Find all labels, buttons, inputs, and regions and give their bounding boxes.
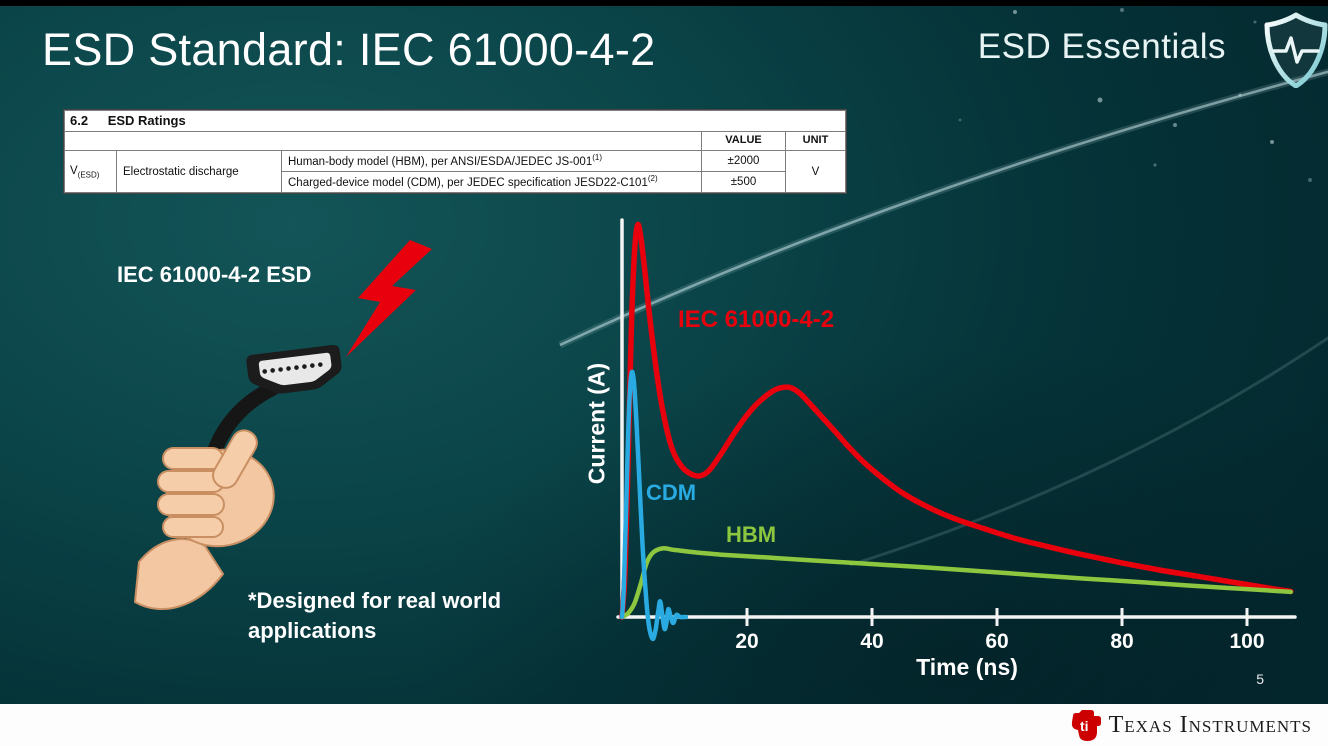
hbm-description: Human-body model (HBM), per ANSI/ESDA/JE… (288, 155, 593, 168)
designed-note: *Designed for real world applications (248, 588, 502, 643)
ti-logo: ti Texas Instruments (1071, 709, 1312, 741)
fingers (157, 447, 225, 538)
hbm-description-cell: Human-body model (HBM), per ANSI/ESDA/JE… (281, 149, 702, 173)
unit-cell: V (785, 149, 846, 194)
cdm-description: Charged-device model (CDM), per JEDEC sp… (288, 177, 648, 190)
footnote-1: (1) (592, 153, 602, 162)
footnote-2: (2) (647, 174, 658, 184)
value-column-header: VALUE (701, 131, 786, 151)
table-row: Charged-device model (CDM), per JEDEC sp… (65, 171, 846, 194)
svg-text:ti: ti (1080, 718, 1089, 734)
symbol-cell: V(ESD) (64, 149, 117, 194)
series-brand: ESD Essentials (977, 27, 1226, 66)
series-CDM (619, 369, 689, 642)
esd-waveform-chart: 20 40 60 80 100 Current (A) Time (ns) IEC 61… (560, 210, 1328, 690)
heartbeat-line-icon (1272, 36, 1320, 64)
unit-column-header: UNIT (785, 131, 846, 151)
x-axis-label: Time (ns) (916, 654, 1018, 680)
x-tick-label: 100 (1229, 630, 1264, 653)
symbol-main: V (70, 164, 78, 177)
series-IEC 61000-4-2 (619, 221, 1294, 620)
footer-bar: ti Texas Instruments (0, 704, 1328, 746)
series-label-iec: IEC 61000-4-2 (678, 306, 835, 333)
cdm-value-cell: ±500 (701, 171, 786, 194)
hbm-value-cell: ±2000 (701, 149, 786, 173)
lightning-bolt-icon (346, 240, 432, 357)
parameter-cell: Electrostatic discharge (116, 149, 282, 194)
esd-ratings-table: 6.2 ESD Ratings VALUE UNIT V(ESD) Electr… (63, 108, 847, 195)
table-row: V(ESD) Electrostatic discharge Human-bod… (64, 149, 846, 194)
table-section-cell: 6.2 ESD Ratings (64, 109, 846, 133)
thumb (212, 429, 258, 489)
x-tick-label: 60 (985, 630, 1008, 653)
page-number: 5 (1256, 671, 1264, 687)
ti-wordmark: Texas Instruments (1108, 711, 1312, 738)
chart-canvas: 20 40 60 80 100 (616, 218, 1297, 653)
series-label-cdm: CDM (646, 480, 697, 505)
table-header-row: VALUE UNIT (64, 131, 846, 151)
y-axis-label: Current (A) (583, 362, 610, 485)
hdmi-connector (246, 344, 342, 394)
esd-shield-logo-icon (1264, 12, 1328, 88)
empty-header-cell (64, 131, 702, 151)
table-section-row: 6.2 ESD Ratings (64, 109, 846, 133)
ti-bug-icon: ti (1071, 710, 1101, 741)
section-number: 6.2 (70, 113, 89, 128)
series-HBM (619, 546, 1294, 620)
x-tick-label: 40 (860, 630, 883, 653)
page-title: ESD Standard: IEC 61000-4-2 (42, 24, 656, 75)
series-label-hbm: HBM (726, 522, 777, 547)
connector-pins (262, 362, 323, 374)
wrist (133, 538, 225, 611)
x-tick-label: 80 (1110, 630, 1133, 653)
section-title: ESD Ratings (107, 113, 186, 128)
x-tick-label: 20 (735, 630, 758, 653)
top-border (0, 0, 1328, 6)
iec-esd-caption: IEC 61000-4-2 ESD (117, 262, 312, 287)
symbol-subscript: (ESD) (77, 169, 100, 179)
cdm-description-cell: Charged-device model (CDM), per JEDEC sp… (281, 171, 702, 194)
hand-connector-illustration (133, 344, 342, 611)
